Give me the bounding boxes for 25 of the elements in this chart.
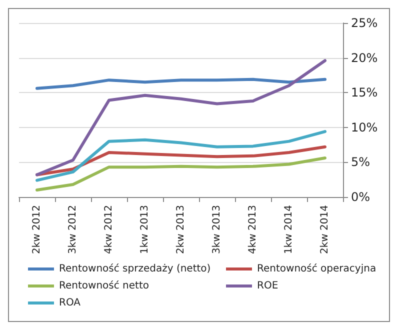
y-tick-label: 0% — [351, 190, 370, 204]
x-tick-label: 1kw 2014 — [284, 205, 294, 254]
legend-label: Rentowność operacyjna — [257, 262, 376, 274]
x-tick-label: 4kw 2012 — [104, 205, 114, 254]
line-series — [36, 78, 326, 90]
legend-label: Rentowność netto — [59, 280, 149, 292]
x-tick-label: 1kw 2013 — [140, 205, 150, 254]
x-tick-label: 2kw 2012 — [32, 205, 42, 254]
legend-label: ROA — [59, 298, 81, 308]
x-tick-label: 2kw 2014 — [320, 205, 330, 254]
legend-label: Rentowność sprzedaży (netto) — [59, 262, 211, 274]
line-series — [36, 156, 326, 192]
y-tick-label: 10% — [351, 120, 378, 134]
y-tick-label: 5% — [351, 155, 370, 170]
x-tick-label: 3kw 2013 — [212, 205, 222, 254]
y-tick-label: 15% — [351, 86, 378, 100]
line-series — [36, 130, 326, 182]
x-tick-label: 4kw 2013 — [248, 205, 258, 254]
y-tick-label: 20% — [351, 50, 378, 65]
line-series — [36, 145, 326, 176]
line-series — [36, 59, 326, 176]
y-tick-label: 25% — [351, 16, 378, 30]
legend-label: ROE — [257, 280, 278, 292]
x-tick-label: 3kw 2012 — [68, 205, 78, 254]
x-tick-label: 2kw 2013 — [176, 205, 186, 254]
